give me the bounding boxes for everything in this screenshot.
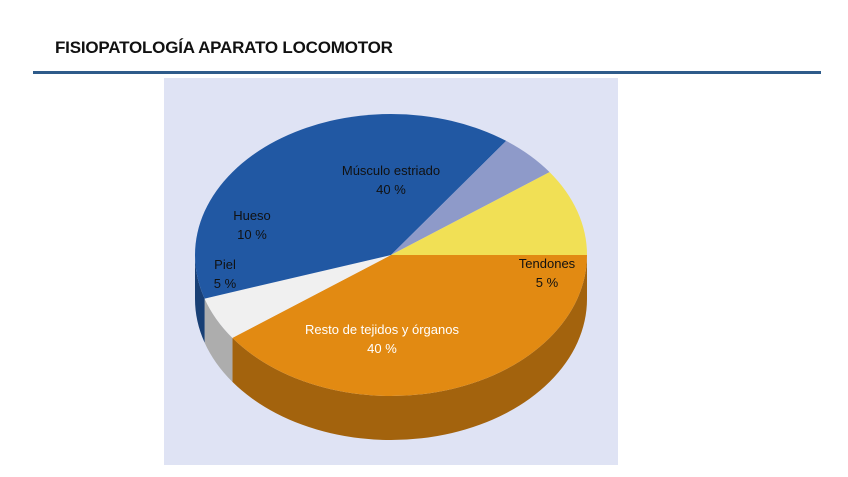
slice-value-resto-de-tejidos-y-organos: 40 %: [367, 341, 397, 356]
pie-slice-hueso: [391, 172, 587, 255]
slice-value-piel: 5 %: [214, 276, 237, 291]
pie-chart: Músculo estriado 40 % Tendones 5 % Resto de …: [195, 114, 587, 441]
pie-side-resto-de-tejidos-y-organos: [195, 255, 205, 343]
pie-slice-piel: [391, 140, 550, 255]
slice-name-tendones: Tendones: [519, 256, 576, 271]
pie-side-musculo-estriado: [232, 255, 587, 441]
pie-top: [195, 114, 587, 396]
pie-slice-resto-de-tejidos-y-organos: [195, 114, 507, 299]
pie-slice-tendones: [204, 255, 391, 338]
slice-name-musculo-estriado: Músculo estriado: [342, 163, 440, 178]
slice-name-resto-de-tejidos-y-organos: Resto de tejidos y órganos: [305, 322, 459, 337]
slice-name-hueso: Hueso: [233, 208, 271, 223]
slice-value-hueso: 10 %: [237, 227, 267, 242]
slice-value-tendones: 5 %: [536, 275, 559, 290]
slice-value-musculo-estriado: 40 %: [376, 182, 406, 197]
slice-name-piel: Piel: [214, 257, 236, 272]
page-title: FISIOPATOLOGÍA APARATO LOCOMOTOR: [55, 38, 393, 57]
title-divider: [33, 71, 821, 74]
pie-slice-musculo-estriado: [232, 255, 587, 396]
pie-labels: Músculo estriado 40 % Tendones 5 % Resto de …: [214, 163, 576, 356]
pie-depth: [195, 255, 587, 441]
pie-chart-panel: Músculo estriado 40 % Tendones 5 % Resto de …: [164, 78, 618, 465]
pie-side-tendones: [204, 298, 233, 382]
